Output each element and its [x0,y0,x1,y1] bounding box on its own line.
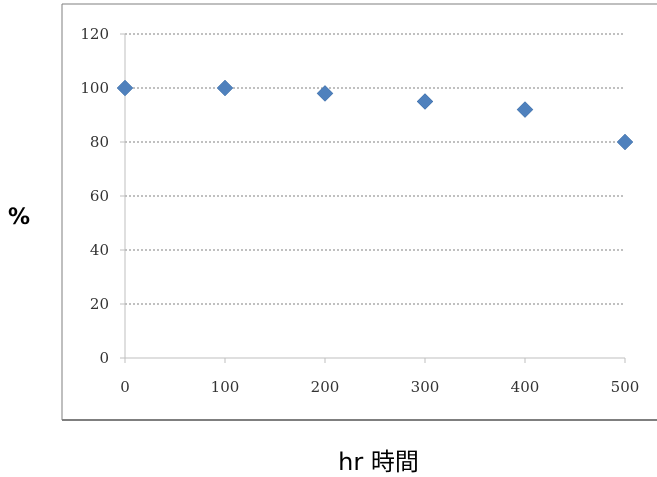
y-axis-label: % [8,205,31,230]
y-tick-label: 40 [90,241,109,259]
data-point [616,133,634,151]
x-tick-label: 0 [120,378,130,396]
x-tick-label: 200 [311,378,340,396]
data-point [316,85,334,102]
data-point [516,101,534,118]
data-point [216,79,234,97]
x-tick-label: 500 [611,378,640,396]
x-tick-label: 400 [511,378,540,396]
y-tick-label: 20 [90,295,109,313]
y-tick-label: 0 [99,349,109,367]
y-tick-label: 60 [90,187,109,205]
data-point [116,79,134,97]
x-tick-label: 100 [211,378,240,396]
scatter-chart: 0 20 40 60 80 100 120 0 100 200 300 400 500 [61,3,657,421]
x-tick-label: 300 [411,378,440,396]
x-axis-label: hr 時間 [338,448,419,476]
y-tick-label: 100 [80,79,109,97]
y-tick-label: 120 [80,25,109,43]
data-point [416,93,434,110]
y-tick-label: 80 [90,133,109,151]
